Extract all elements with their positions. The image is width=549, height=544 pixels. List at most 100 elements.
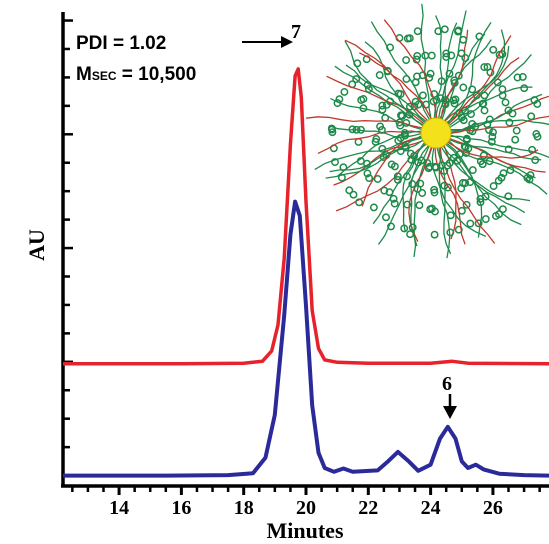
polymer-ring (512, 126, 521, 135)
polymer-ring (442, 53, 451, 61)
polymer-ring (459, 116, 468, 125)
polymer-ring (365, 174, 374, 183)
polymer-ring (440, 25, 449, 34)
polymer-ring (378, 144, 387, 153)
polymer-ring (520, 84, 529, 93)
polymer-ring (353, 59, 362, 68)
polymer-ring (472, 91, 481, 100)
polymer-ring (405, 102, 414, 111)
polymer-ring (459, 83, 468, 92)
polymer-ring (402, 118, 411, 127)
x-tick-label: 18 (234, 497, 254, 519)
polymer-ring (348, 125, 357, 134)
polymer-ring (476, 198, 485, 207)
polymer-ring (415, 201, 424, 210)
polymer-arm (442, 144, 526, 214)
star-polymer-illustration (306, 3, 549, 259)
polymer-arm (445, 142, 522, 226)
polymer-ring (331, 158, 339, 167)
polymer-ring (380, 186, 389, 195)
polymer-ring (398, 111, 407, 120)
polymer-ring (394, 89, 403, 98)
polymer-ring (363, 169, 372, 178)
polymer-ring (489, 45, 498, 54)
polymer-ring (461, 54, 470, 62)
polymer-ring (333, 99, 342, 108)
polymer-ring (450, 78, 459, 87)
polymer-arm (446, 35, 512, 126)
polymer-ring (359, 104, 368, 113)
polymer-ring (459, 35, 468, 44)
polymer-ring (478, 160, 487, 169)
polymer-arm (449, 115, 549, 132)
polymer-ring (457, 184, 466, 193)
polymer-ring (466, 219, 475, 228)
polymer-arm (446, 22, 492, 125)
polymer-ring (414, 100, 423, 109)
polymer-arm (334, 65, 424, 127)
polymer-arm (441, 22, 458, 121)
polymer-ring (449, 153, 458, 162)
polymer-ring (489, 128, 497, 137)
polymer-ring (369, 203, 378, 212)
polymer-arm (306, 116, 424, 129)
polymer-ring (480, 63, 489, 72)
polymer-arm (337, 130, 423, 177)
polymer-arm (447, 29, 506, 127)
polymer-ring (518, 72, 527, 81)
polymer-ring (504, 192, 513, 201)
polymer-ring (485, 157, 494, 166)
polymer-ring (352, 125, 361, 134)
polymer-arm (344, 40, 427, 124)
polymer-ring (385, 188, 394, 197)
msec-label: MSEC = 10,500 (76, 64, 196, 85)
x-tick-label: 20 (296, 497, 316, 519)
polymer-ring (390, 199, 399, 208)
polymer-ring (511, 135, 520, 144)
polymer-ring (498, 85, 507, 94)
polymer-arm (402, 141, 426, 232)
peak-6-arrow (443, 394, 457, 419)
x-tick-label: 22 (358, 497, 378, 519)
x-tick-label: 16 (171, 497, 191, 519)
pdi-arrow (242, 36, 293, 48)
polymer-arm (449, 119, 549, 133)
polymer-ring (414, 158, 423, 167)
peak-label-6: 6 (442, 373, 452, 395)
polymer-ring (498, 91, 507, 100)
polymer-ring (363, 159, 371, 168)
polymer-ring (378, 105, 387, 114)
polymer-ring (359, 95, 368, 103)
polymer-ring (377, 125, 386, 134)
polymer-ring (489, 182, 498, 191)
polymer-ring (430, 230, 439, 239)
polymer-ring (355, 198, 364, 207)
x-tick-label: 26 (483, 497, 503, 519)
polymer-ring (527, 112, 536, 121)
polymer-ring (345, 186, 354, 195)
polymer-ring (373, 175, 382, 183)
polymer-ring (479, 151, 488, 160)
polymer-ring (430, 185, 439, 194)
polymer-arm (440, 145, 531, 202)
polymer-ring (349, 190, 358, 199)
polymer-ring (436, 94, 445, 103)
polymer-ring (354, 137, 363, 146)
polymer-ring (427, 51, 436, 60)
polymer-arm (364, 41, 425, 127)
polymer-arm (440, 29, 469, 121)
polymer-ring (421, 51, 430, 60)
polymer-ring (413, 27, 422, 36)
polymer-ring (454, 71, 463, 80)
polymer-ring (462, 134, 471, 143)
peak-label-7: 7 (291, 21, 301, 43)
polymer-ring (525, 175, 534, 184)
polymer-ring (461, 106, 469, 115)
polymer-arm (326, 75, 426, 126)
polymer-ring (375, 71, 384, 80)
polymer-ring (501, 98, 510, 107)
core-sphere (420, 117, 452, 149)
polymer-ring (466, 126, 475, 135)
polymer-ring (481, 192, 490, 201)
